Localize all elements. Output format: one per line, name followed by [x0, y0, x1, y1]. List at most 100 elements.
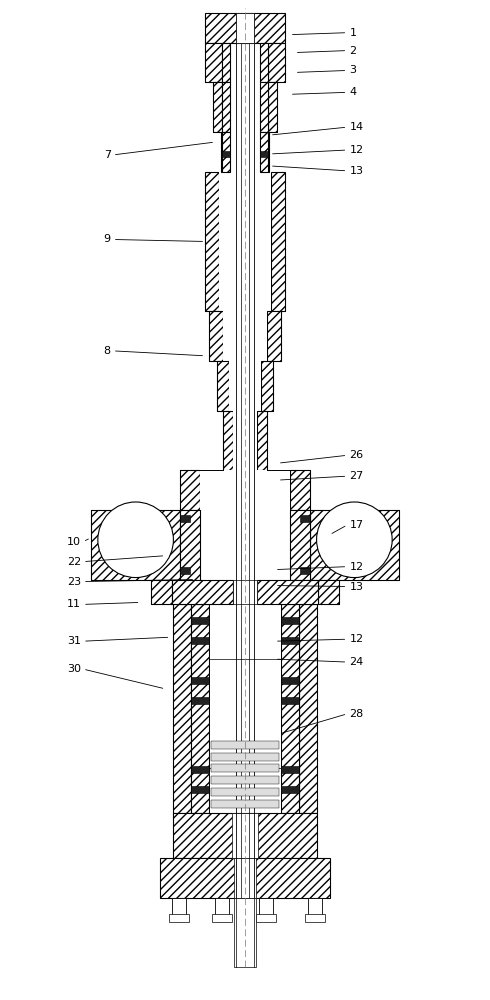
Bar — [209, 604, 281, 813]
Bar — [221, 132, 222, 172]
Bar — [281, 697, 299, 704]
Bar — [281, 604, 299, 813]
Bar — [180, 470, 200, 510]
Bar — [299, 604, 317, 813]
Bar — [233, 580, 257, 604]
Text: 7: 7 — [104, 150, 111, 160]
Bar — [172, 898, 186, 916]
Text: 11: 11 — [67, 599, 81, 609]
Bar — [222, 151, 230, 157]
Bar — [290, 470, 310, 510]
Bar — [268, 82, 277, 132]
Bar — [215, 898, 229, 916]
Bar — [170, 914, 189, 922]
Bar — [281, 786, 299, 793]
Text: 4: 4 — [349, 87, 357, 97]
Bar — [222, 43, 230, 82]
Bar — [223, 311, 267, 361]
Text: 28: 28 — [349, 709, 364, 719]
Bar — [173, 813, 317, 858]
Bar — [180, 567, 190, 574]
Circle shape — [98, 502, 173, 578]
Bar — [290, 510, 310, 580]
Bar — [222, 82, 230, 132]
Bar — [211, 764, 279, 772]
Bar — [211, 788, 279, 796]
Bar — [191, 637, 209, 644]
Text: 26: 26 — [349, 450, 364, 460]
Text: 27: 27 — [349, 471, 364, 481]
Bar — [281, 637, 299, 644]
Bar — [261, 361, 273, 411]
Bar — [310, 510, 399, 580]
Bar — [191, 697, 209, 704]
Bar — [260, 132, 268, 172]
Bar — [257, 411, 267, 470]
Bar — [257, 580, 318, 604]
Bar — [271, 172, 285, 311]
Text: 23: 23 — [67, 577, 81, 587]
Bar — [268, 132, 269, 172]
Bar — [233, 411, 257, 470]
Text: 17: 17 — [349, 520, 364, 530]
Text: 30: 30 — [67, 664, 81, 674]
Text: 12: 12 — [349, 634, 364, 644]
Bar — [91, 510, 180, 580]
Bar — [209, 311, 223, 361]
Bar — [234, 898, 256, 967]
Bar — [223, 411, 233, 470]
Text: 22: 22 — [67, 557, 81, 567]
Bar — [180, 510, 200, 580]
Bar — [205, 13, 285, 43]
Text: 24: 24 — [349, 657, 364, 667]
Text: 9: 9 — [104, 234, 111, 244]
Bar — [260, 82, 268, 132]
Text: 13: 13 — [349, 582, 364, 592]
Bar — [222, 132, 230, 172]
Text: 14: 14 — [349, 122, 364, 132]
Bar — [191, 766, 209, 773]
Text: 8: 8 — [104, 346, 111, 356]
Bar — [267, 311, 281, 361]
Bar — [268, 43, 285, 82]
Bar — [191, 786, 209, 793]
Bar — [205, 43, 222, 82]
Text: 3: 3 — [349, 65, 356, 75]
Bar — [234, 858, 256, 898]
Bar — [211, 753, 279, 761]
Bar — [161, 858, 329, 898]
Bar — [305, 914, 324, 922]
Text: 1: 1 — [349, 28, 356, 38]
Bar — [180, 515, 190, 522]
Bar — [150, 580, 172, 604]
Text: 2: 2 — [349, 46, 357, 56]
Text: 12: 12 — [349, 145, 364, 155]
Bar — [191, 604, 209, 813]
Bar — [300, 515, 310, 522]
Bar — [219, 172, 271, 311]
Bar — [212, 914, 232, 922]
Bar — [211, 776, 279, 784]
Bar — [260, 43, 268, 82]
Bar — [209, 659, 281, 768]
Bar — [211, 800, 279, 808]
Bar — [191, 677, 209, 684]
Bar — [256, 914, 276, 922]
Bar — [236, 13, 254, 959]
Text: 13: 13 — [349, 166, 364, 176]
Bar — [211, 741, 279, 749]
Circle shape — [317, 502, 392, 578]
Bar — [213, 82, 222, 132]
Bar — [191, 617, 209, 624]
Bar — [308, 898, 321, 916]
Bar — [260, 151, 268, 157]
Text: 12: 12 — [349, 562, 364, 572]
Bar — [172, 580, 233, 604]
Bar — [217, 361, 229, 411]
Bar — [173, 604, 191, 813]
Bar — [236, 13, 254, 43]
Bar — [281, 677, 299, 684]
Bar — [200, 470, 290, 510]
Bar — [281, 766, 299, 773]
Bar — [205, 172, 219, 311]
